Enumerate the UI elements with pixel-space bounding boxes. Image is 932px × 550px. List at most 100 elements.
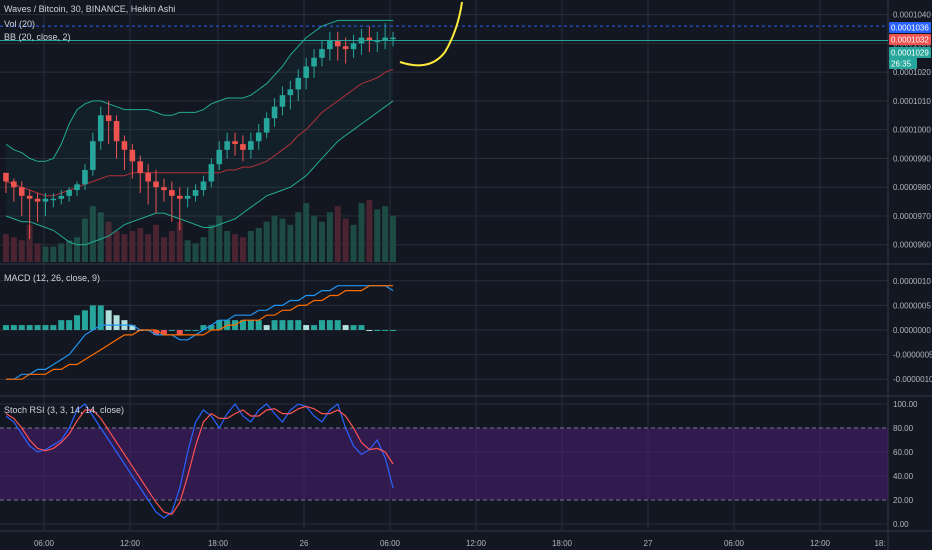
price-axis-tick: 0.0001040 [893, 11, 931, 20]
volume-bar [50, 246, 57, 262]
volume-bar [287, 224, 294, 262]
candles[interactable] [0, 23, 888, 239]
candle-body [374, 40, 381, 43]
macd-indicator-label[interactable]: MACD (12, 26, close, 9) [4, 273, 100, 283]
candle-body [26, 195, 33, 199]
volume-bar [263, 221, 270, 262]
candle-body [176, 195, 183, 199]
symbol-title[interactable]: Waves / Bitcoin, 30, BINANCE, Heikin Ash… [4, 4, 175, 14]
price-tag-bg [889, 22, 931, 33]
macd-histogram-bar [358, 325, 365, 330]
candle-body [18, 187, 25, 196]
price-tag-text: 0.0001036 [891, 24, 929, 33]
macd-histogram-bar [303, 325, 310, 330]
macd-histogram-bar [239, 320, 246, 330]
stoch-axis-tick: 40.00 [893, 472, 914, 481]
macd-histogram-bar [366, 330, 373, 331]
volume-bar [311, 215, 318, 262]
macd-histogram-bar [334, 320, 341, 330]
yellow-drawing-curve[interactable] [399, 1, 463, 67]
volume-bar [208, 224, 215, 262]
candle-body [58, 195, 65, 199]
volume-bar [303, 203, 310, 262]
stoch-axis-tick: 60.00 [893, 448, 914, 457]
candle-body [334, 40, 341, 47]
macd-histogram-bar [26, 325, 33, 330]
macd-histogram-bar [42, 325, 49, 330]
bb-band-fill [6, 20, 394, 245]
volume-bar [113, 231, 120, 262]
volume-bar [26, 224, 33, 262]
time-axis-tick: 27 [644, 539, 653, 548]
stoch-indicator-label[interactable]: Stoch RSI (3, 3, 14, 14, close) [4, 405, 124, 415]
candle-body [279, 95, 286, 107]
stoch-rsi-panel [0, 402, 888, 519]
macd-histogram-bar [255, 320, 262, 330]
macd-panel [2, 285, 397, 380]
macd-histogram-bar [216, 320, 223, 330]
candle-body [121, 141, 128, 150]
volume-bar [42, 246, 49, 262]
macd-axis-tick: 0.0000010 [893, 277, 931, 286]
stoch-axis-tick: 100.00 [893, 400, 918, 409]
macd-axis-tick: 0.0000005 [893, 301, 931, 310]
volume-bar [295, 212, 302, 262]
macd-histogram-bar [160, 330, 167, 335]
candle-body [311, 57, 317, 67]
volume-bar [34, 243, 41, 262]
candle-body [161, 187, 167, 191]
volume-bar [153, 224, 160, 262]
price-tag-bg [889, 47, 931, 58]
candle-body [11, 181, 17, 188]
signal-line [6, 285, 394, 380]
candle-body [42, 198, 49, 202]
time-axis-tick: 18:00 [208, 539, 229, 548]
candle-body [319, 49, 325, 58]
volume-bar [81, 218, 88, 262]
bb-indicator-label[interactable]: BB (20, close, 2) [4, 32, 71, 42]
macd-histogram-bar [168, 330, 175, 331]
candle-body [248, 141, 254, 150]
candle-body [74, 184, 80, 191]
macd-histogram-bar [97, 305, 104, 330]
candle-body [263, 118, 270, 133]
candle-body [216, 149, 223, 165]
candle-body [184, 195, 191, 199]
macd-histogram-bar [208, 325, 215, 330]
macd-axis-tick: 0.0000000 [893, 326, 931, 335]
candle-body [113, 121, 120, 142]
candle-body [50, 198, 57, 201]
stoch-band [0, 428, 888, 500]
volume-bar [160, 237, 167, 262]
price-tags: 0.0001036 0.0001032 0.0001029 26:35 [889, 22, 931, 69]
candle-body [390, 37, 396, 40]
time-axis-tick: 12:00 [466, 539, 487, 548]
volume-bar [334, 206, 341, 262]
macd-histogram-bar [247, 320, 254, 330]
volume-bar [326, 212, 333, 262]
vol-indicator-label[interactable]: Vol (20) [4, 19, 35, 29]
time-axis-tick: 18: [874, 539, 885, 548]
macd-histogram-bar [58, 320, 65, 330]
price-axis-tick: 0.0000960 [893, 241, 931, 250]
time-axis-tick: 06:00 [380, 539, 401, 548]
price-axis-tick: 0.0001020 [893, 68, 931, 77]
candle-body [66, 190, 72, 196]
macd-histogram-bar [192, 330, 199, 331]
candle-body [255, 132, 262, 142]
candle-body [153, 181, 159, 188]
macd-histogram-bar [374, 330, 381, 331]
stoch-axis-tick: 80.00 [893, 424, 914, 433]
volume-bar [145, 234, 152, 262]
volume-bar [121, 234, 128, 262]
macd-histogram-bar [263, 325, 270, 330]
macd-histogram-bar [176, 330, 183, 335]
candle-body [129, 149, 136, 162]
volume-bar [374, 209, 381, 262]
volume-bar [137, 227, 144, 262]
price-axis-tick: 0.0001000 [893, 126, 931, 135]
macd-histogram-bar [81, 310, 88, 330]
price-tag-text: 0.0001029 [891, 49, 929, 58]
candle-body [82, 169, 88, 185]
